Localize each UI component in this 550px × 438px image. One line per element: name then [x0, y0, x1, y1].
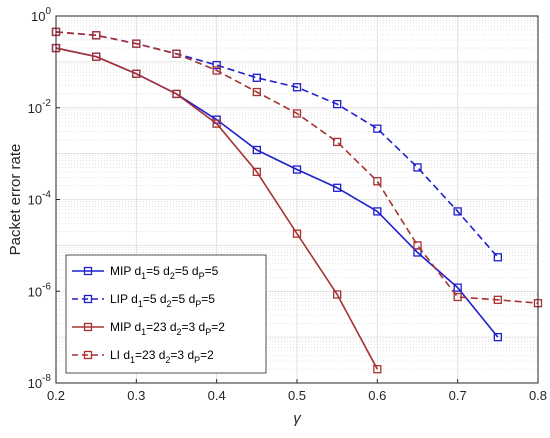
data-point: [252, 167, 261, 177]
y-tick-label: 10-2: [28, 98, 52, 116]
data-point: [333, 290, 342, 299]
tick-labels: 0.2 0.3 0.4 0.5 0.6 0.7 0.8 100 10-2 10-4 10-6 10-8: [28, 6, 547, 403]
data-point: [212, 66, 221, 75]
series-layer: [51, 27, 543, 374]
data-point: [292, 109, 302, 118]
data-point: [132, 39, 141, 48]
legend-marker: [83, 350, 93, 360]
data-point: [172, 49, 181, 58]
x-tick-label: 0.5: [288, 388, 306, 403]
y-axis-title: Packet error rate: [7, 144, 24, 256]
y-tick-label: 10-8: [28, 373, 52, 391]
data-point: [453, 283, 462, 292]
data-point: [333, 137, 342, 147]
legend-entry-label: MIP d1=5 d2=5 dP=5: [110, 264, 219, 281]
data-point: [292, 83, 302, 92]
data-point: [292, 229, 302, 238]
data-point: [453, 292, 462, 302]
data-point: [333, 99, 342, 109]
grid: [55, 15, 539, 384]
x-axis-title: γ: [293, 410, 302, 427]
legend-marker: [83, 266, 93, 276]
x-tick-label: 0.8: [529, 388, 547, 403]
x-tick-label: 0.4: [208, 388, 226, 403]
data-point: [373, 124, 382, 133]
data-point: [373, 207, 382, 216]
legend-entry-label: LIP d1=5 d2=5 dP=5: [110, 292, 215, 309]
data-point: [453, 207, 462, 216]
data-point: [413, 163, 422, 172]
data-point: [132, 69, 141, 78]
data-point: [212, 60, 221, 70]
y-tick-label: 100: [31, 6, 51, 24]
legend-entry-label: MIP d1=23 d2=3 dP=2: [110, 320, 225, 337]
legend-marker: [83, 322, 93, 332]
data-point: [493, 332, 502, 342]
data-point: [92, 31, 101, 40]
series-line: [55, 31, 539, 304]
data-point: [373, 177, 382, 186]
series-4: [51, 27, 543, 308]
data-point: [252, 87, 261, 97]
legend-marker: [83, 294, 93, 304]
data-point: [172, 89, 181, 99]
legend: MIP d1=5 d2=5 dP=5 LIP d1=5 d2=5 dP=5 MIP …: [65, 254, 267, 374]
data-point: [413, 241, 422, 250]
data-point: [333, 183, 342, 192]
series-2: [51, 27, 502, 262]
data-point: [292, 165, 302, 174]
data-point: [92, 52, 101, 61]
legend-box: [65, 254, 267, 374]
x-tick-label: 0.7: [449, 388, 467, 403]
x-tick-label: 0.3: [127, 388, 145, 403]
x-tick-label: 0.6: [368, 388, 386, 403]
data-point: [373, 365, 382, 374]
data-point: [493, 253, 502, 262]
series-line: [55, 47, 379, 370]
y-tick-label: 10-6: [28, 281, 52, 299]
legend-entry-label: LI d1=23 d2=3 dP=2: [110, 348, 214, 365]
x-tick-label: 0.2: [47, 388, 65, 403]
data-point: [252, 73, 261, 82]
y-tick-label: 10-4: [28, 190, 52, 208]
data-point: [252, 145, 261, 155]
data-point: [212, 119, 221, 128]
data-point: [493, 295, 502, 304]
